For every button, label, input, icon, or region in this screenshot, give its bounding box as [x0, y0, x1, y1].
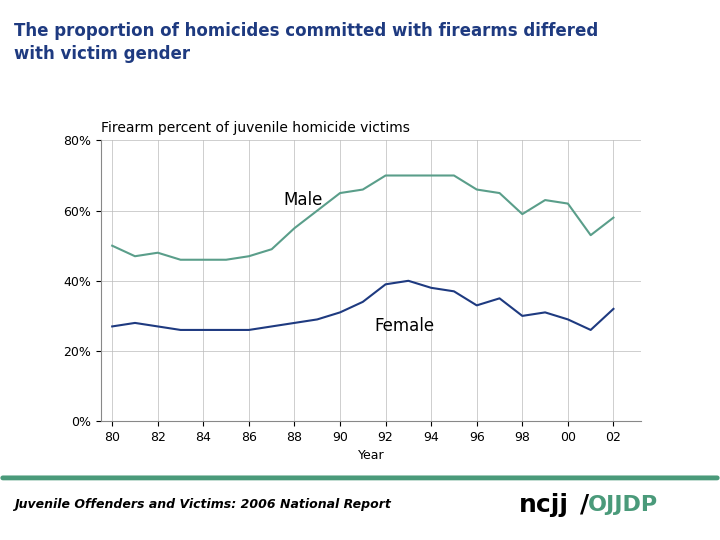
X-axis label: Year: Year — [358, 449, 384, 462]
Text: Juvenile Offenders and Victims: 2006 National Report: Juvenile Offenders and Victims: 2006 Nat… — [14, 498, 391, 511]
Text: OJJDP: OJJDP — [588, 495, 658, 515]
Text: /: / — [580, 493, 589, 517]
Text: ncjj: ncjj — [518, 493, 568, 517]
Text: Male: Male — [283, 191, 323, 209]
Text: Firearm percent of juvenile homicide victims: Firearm percent of juvenile homicide vic… — [101, 121, 410, 135]
Text: Female: Female — [374, 318, 434, 335]
Text: The proportion of homicides committed with firearms differed
with victim gender: The proportion of homicides committed wi… — [14, 22, 598, 63]
